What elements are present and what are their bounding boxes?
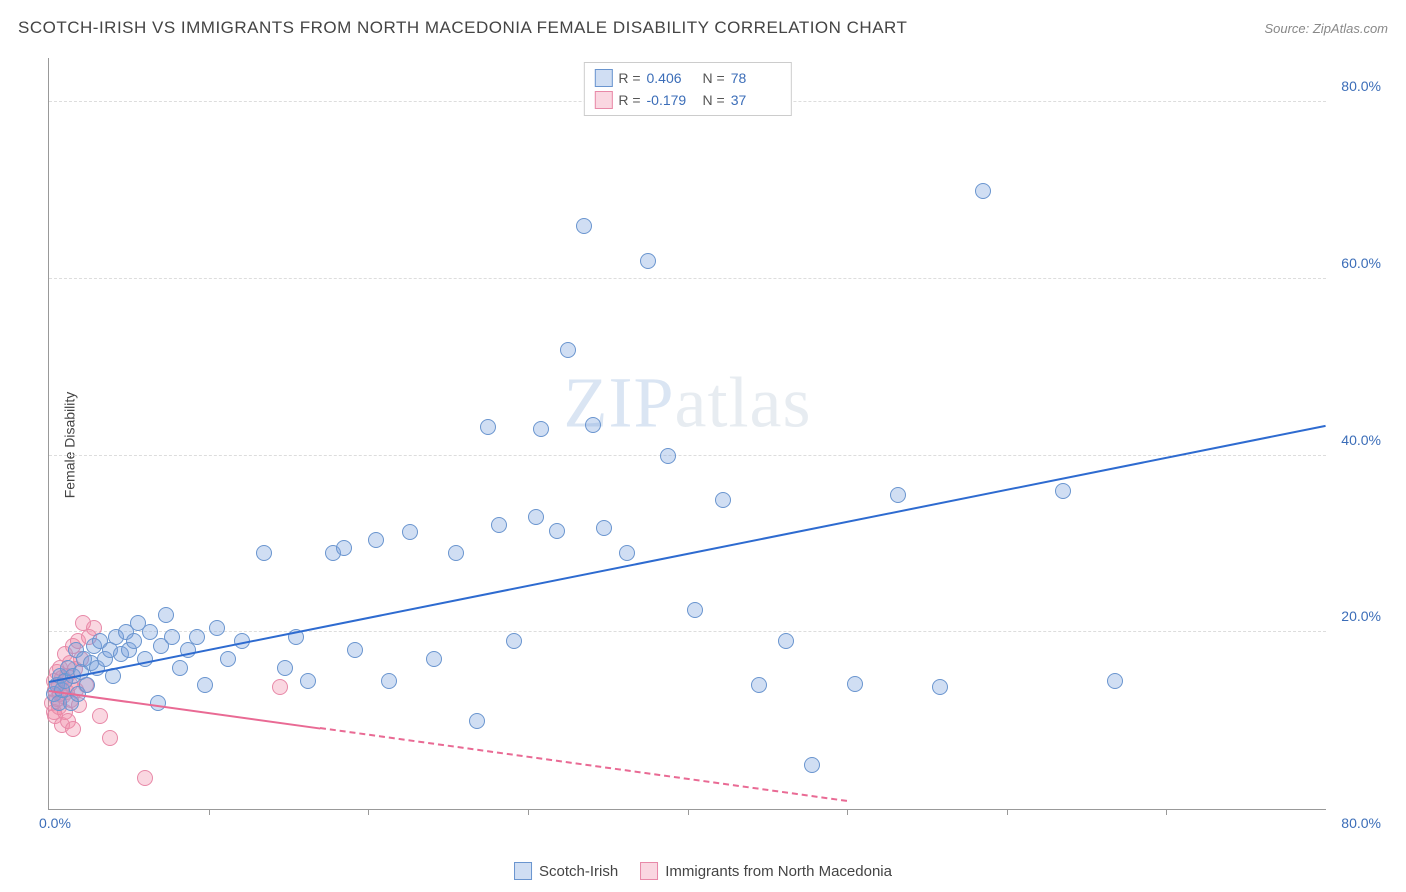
y-tick-label: 80.0% bbox=[1331, 78, 1381, 94]
data-point bbox=[804, 757, 820, 773]
data-point bbox=[368, 532, 384, 548]
x-axis-end: 80.0% bbox=[1331, 815, 1381, 831]
gridline bbox=[49, 631, 1326, 632]
data-point bbox=[560, 342, 576, 358]
data-point bbox=[220, 651, 236, 667]
data-point bbox=[528, 509, 544, 525]
data-point bbox=[426, 651, 442, 667]
data-point bbox=[975, 183, 991, 199]
data-point bbox=[189, 629, 205, 645]
data-point bbox=[300, 673, 316, 689]
y-tick-label: 60.0% bbox=[1331, 255, 1381, 271]
swatch-series-a bbox=[514, 862, 532, 880]
data-point bbox=[272, 679, 288, 695]
data-point bbox=[491, 517, 507, 533]
data-point bbox=[469, 713, 485, 729]
chart-title: SCOTCH-IRISH VS IMMIGRANTS FROM NORTH MA… bbox=[18, 18, 907, 38]
x-tick bbox=[847, 809, 848, 815]
data-point bbox=[79, 677, 95, 693]
x-axis-start: 0.0% bbox=[39, 815, 71, 831]
data-point bbox=[197, 677, 213, 693]
watermark-suffix: atlas bbox=[675, 363, 812, 443]
x-tick bbox=[368, 809, 369, 815]
data-point bbox=[256, 545, 272, 561]
data-point bbox=[209, 620, 225, 636]
data-point bbox=[480, 419, 496, 435]
data-point bbox=[660, 448, 676, 464]
data-point bbox=[347, 642, 363, 658]
r-value-a: 0.406 bbox=[647, 70, 697, 86]
plot-region: ZIPatlas R = 0.406 N = 78 R = -0.179 N =… bbox=[48, 58, 1326, 810]
data-point bbox=[715, 492, 731, 508]
data-point bbox=[158, 607, 174, 623]
n-label: N = bbox=[703, 70, 725, 86]
data-point bbox=[751, 677, 767, 693]
data-point bbox=[172, 660, 188, 676]
data-point bbox=[890, 487, 906, 503]
gridline bbox=[49, 455, 1326, 456]
legend-stats: R = 0.406 N = 78 R = -0.179 N = 37 bbox=[583, 62, 791, 116]
data-point bbox=[336, 540, 352, 556]
data-point bbox=[506, 633, 522, 649]
trend-line bbox=[49, 425, 1326, 683]
r-label: R = bbox=[618, 92, 640, 108]
source-label: Source: ZipAtlas.com bbox=[1264, 21, 1388, 36]
y-tick-label: 20.0% bbox=[1331, 608, 1381, 624]
legend-stats-row-b: R = -0.179 N = 37 bbox=[594, 89, 780, 111]
n-value-b: 37 bbox=[731, 92, 781, 108]
gridline bbox=[49, 278, 1326, 279]
legend-series: Scotch-Irish Immigrants from North Maced… bbox=[514, 862, 892, 880]
data-point bbox=[576, 218, 592, 234]
data-point bbox=[277, 660, 293, 676]
series-b-label: Immigrants from North Macedonia bbox=[665, 863, 892, 880]
watermark: ZIPatlas bbox=[564, 362, 812, 445]
data-point bbox=[1055, 483, 1071, 499]
legend-item-a: Scotch-Irish bbox=[514, 862, 618, 880]
x-tick bbox=[209, 809, 210, 815]
data-point bbox=[932, 679, 948, 695]
data-point bbox=[847, 676, 863, 692]
data-point bbox=[102, 730, 118, 746]
data-point bbox=[448, 545, 464, 561]
data-point bbox=[150, 695, 166, 711]
legend-item-b: Immigrants from North Macedonia bbox=[640, 862, 892, 880]
r-label: R = bbox=[618, 70, 640, 86]
series-a-label: Scotch-Irish bbox=[539, 863, 618, 880]
data-point bbox=[92, 708, 108, 724]
swatch-series-b bbox=[594, 91, 612, 109]
data-point bbox=[65, 721, 81, 737]
x-tick bbox=[528, 809, 529, 815]
data-point bbox=[549, 523, 565, 539]
x-tick bbox=[1007, 809, 1008, 815]
trend-line bbox=[320, 727, 847, 802]
data-point bbox=[596, 520, 612, 536]
data-point bbox=[533, 421, 549, 437]
data-point bbox=[164, 629, 180, 645]
y-tick-label: 40.0% bbox=[1331, 432, 1381, 448]
r-value-b: -0.179 bbox=[647, 92, 697, 108]
data-point bbox=[1107, 673, 1123, 689]
data-point bbox=[381, 673, 397, 689]
x-tick bbox=[688, 809, 689, 815]
swatch-series-a bbox=[594, 69, 612, 87]
data-point bbox=[640, 253, 656, 269]
x-tick bbox=[1166, 809, 1167, 815]
chart-area: Female Disability ZIPatlas R = 0.406 N =… bbox=[48, 58, 1386, 832]
watermark-prefix: ZIP bbox=[564, 363, 675, 443]
trend-line bbox=[49, 690, 321, 730]
legend-stats-row-a: R = 0.406 N = 78 bbox=[594, 67, 780, 89]
data-point bbox=[778, 633, 794, 649]
data-point bbox=[126, 633, 142, 649]
data-point bbox=[402, 524, 418, 540]
data-point bbox=[137, 770, 153, 786]
n-value-a: 78 bbox=[731, 70, 781, 86]
swatch-series-b bbox=[640, 862, 658, 880]
data-point bbox=[687, 602, 703, 618]
data-point bbox=[142, 624, 158, 640]
n-label: N = bbox=[703, 92, 725, 108]
data-point bbox=[585, 417, 601, 433]
data-point bbox=[619, 545, 635, 561]
